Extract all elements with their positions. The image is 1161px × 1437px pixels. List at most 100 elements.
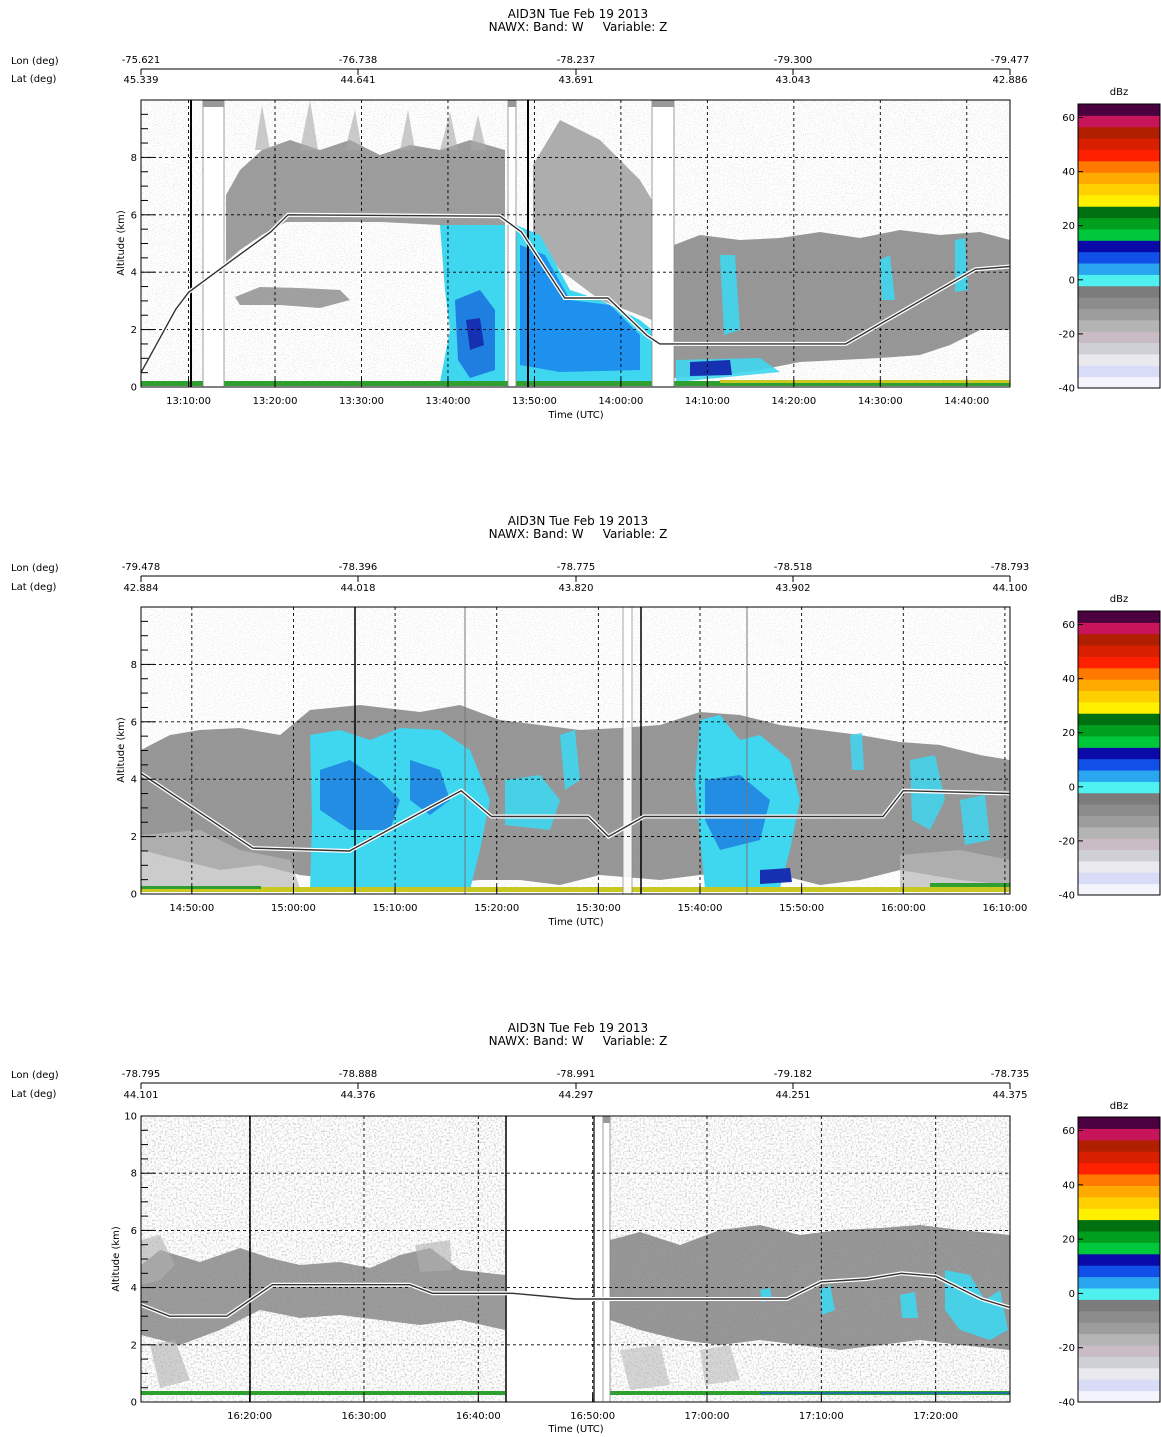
y-tick-label: 6	[131, 1226, 137, 1237]
panel-2-echo-cyan-east	[850, 733, 990, 845]
panel-3-echo-lightgray-east	[620, 1345, 740, 1390]
colorbar-swatch	[1078, 1242, 1160, 1255]
colorbar-frame	[1077, 103, 1161, 389]
panel-3-colorbar-label: dBz	[1110, 1101, 1128, 1112]
x-tick-label: 16:40:00	[456, 1411, 501, 1422]
x-tick-label: 13:40:00	[425, 396, 470, 407]
colorbar-swatch	[1078, 633, 1160, 646]
panel-3-echo-gray-west	[141, 1248, 505, 1345]
panel-1-lon-label: Lon (deg)	[11, 56, 59, 67]
colorbar-swatch	[1078, 770, 1160, 782]
colorbar-tick-label: 60	[1062, 1126, 1075, 1137]
colorbar-swatch	[1078, 860, 1160, 873]
panel-1-lon-tick: -79.300	[774, 55, 813, 66]
panel-2-flight-track-outline	[140, 772, 1011, 852]
colorbar-swatch	[1078, 263, 1160, 275]
panel-3-lon-tick: -78.735	[991, 1069, 1030, 1080]
colorbar-swatch	[1078, 1367, 1160, 1380]
colorbar-swatch	[1078, 1174, 1160, 1186]
y-tick-label: 10	[124, 1112, 137, 1123]
panel-2-grid	[141, 607, 1010, 894]
y-tick-label: 0	[131, 1398, 137, 1409]
colorbar-swatch	[1078, 883, 1160, 896]
colorbar-swatch	[1078, 308, 1160, 321]
x-tick-label: 13:20:00	[253, 396, 298, 407]
panel-1-gap-marker	[508, 100, 516, 107]
colorbar-swatch	[1078, 679, 1160, 692]
y-tick-label: 4	[131, 775, 137, 786]
panel-1-echo-gray-midlayer	[235, 287, 350, 308]
x-tick-label: 14:50:00	[169, 903, 214, 914]
x-tick-label: 13:10:00	[166, 396, 211, 407]
colorbar-swatch	[1078, 781, 1160, 794]
panel-2-colorbar-label: dBz	[1110, 594, 1128, 605]
colorbar-tick-label: 20	[1062, 1235, 1075, 1246]
panel-2-lat-label: Lat (deg)	[11, 582, 57, 593]
panel-1-gap	[202, 99, 225, 388]
panel-3-geo-ticks	[140, 1083, 1011, 1089]
colorbar-swatch	[1078, 667, 1160, 680]
panel-2-echo-blue-cell2	[705, 775, 770, 850]
panel-3-lat-tick: 44.101	[124, 1090, 159, 1101]
panel-1-flight-track-outline	[140, 214, 1011, 373]
panel-1-lat-tick: 45.339	[124, 75, 159, 86]
panel-3-lon-tick: -78.888	[339, 1069, 378, 1080]
panel-2-title-line1: AID3N Tue Feb 19 2013	[508, 514, 648, 528]
panel-1-ylabel: Altitude (km)	[116, 210, 127, 276]
colorbar-swatch	[1078, 365, 1160, 378]
y-tick-label: 8	[131, 1169, 137, 1180]
panel-2-echo-darkblue-cell2	[760, 868, 792, 884]
colorbar-swatch	[1078, 1253, 1160, 1266]
colorbar-swatch	[1078, 297, 1160, 309]
colorbar-swatch	[1078, 240, 1160, 253]
panel-2-ylabel: Altitude (km)	[116, 717, 127, 783]
colorbar-tick-label: 20	[1062, 728, 1075, 739]
panel-2-colorbar: 60 40 20 0 -20 -40	[1059, 610, 1161, 902]
colorbar-swatch	[1078, 622, 1160, 635]
panel-1-lon-tick: -79.477	[991, 55, 1030, 66]
panel-2-lat-tick: 44.100	[993, 583, 1028, 594]
colorbar-swatch	[1078, 172, 1160, 185]
panel-1: AID3N Tue Feb 19 2013 NAWX: Band: W Vari…	[11, 7, 1161, 421]
colorbar-swatch	[1078, 149, 1160, 162]
colorbar-tick-label: -20	[1059, 329, 1075, 340]
x-tick-label: 15:40:00	[678, 903, 723, 914]
y-tick-label: 2	[131, 1340, 137, 1351]
panel-3-lon-tick: -78.795	[122, 1069, 161, 1080]
x-tick-label: 15:20:00	[474, 903, 519, 914]
x-tick-label: 14:00:00	[598, 396, 643, 407]
colorbar-swatch	[1078, 115, 1160, 128]
panel-3-lon-tick: -79.182	[774, 1069, 813, 1080]
panel-3-title-line2: NAWX: Band: W Variable: Z	[489, 1034, 668, 1048]
panel-3-lat-tick: 44.375	[993, 1090, 1028, 1101]
colorbar-tick-label: -40	[1059, 891, 1075, 902]
x-tick-label: 14:20:00	[771, 396, 816, 407]
panel-1-y-axis: 0 2 4 6 8	[131, 99, 155, 394]
colorbar-swatch	[1078, 849, 1160, 862]
panel-1-xlabel: Time (UTC)	[547, 410, 603, 421]
colorbar-swatch	[1078, 194, 1160, 207]
x-tick-label: 16:10:00	[982, 903, 1027, 914]
panel-1-gap	[507, 99, 517, 388]
colorbar-tick-label: 40	[1062, 1180, 1075, 1191]
colorbar-swatch	[1078, 724, 1160, 737]
panel-3-x-axis: 16:20:00 16:30:00 16:40:00 16:50:00 17:00:00…	[227, 1394, 958, 1422]
panel-1-echoes	[141, 100, 1010, 386]
x-tick-label: 16:20:00	[227, 1411, 272, 1422]
panel-2-surface-clutter-green	[930, 883, 1010, 887]
panel-1-lat-tick: 43.043	[776, 75, 811, 86]
colorbar-swatch	[1078, 656, 1160, 669]
panel-1-echo-darkblue-seg3	[690, 360, 732, 376]
colorbar-swatch	[1078, 1185, 1160, 1198]
y-tick-label: 6	[131, 210, 137, 221]
panel-1-data-gaps	[190, 99, 675, 388]
panel-2-echo-lightgray	[141, 830, 1010, 888]
x-tick-label: 16:30:00	[342, 1411, 387, 1422]
colorbar-swatch	[1078, 747, 1160, 760]
panel-3-lon-tick: -78.991	[557, 1069, 596, 1080]
colorbar-tick-label: 40	[1062, 674, 1075, 685]
panel-3-xlabel: Time (UTC)	[547, 1424, 603, 1435]
colorbar-tick-label: 60	[1062, 113, 1075, 124]
colorbar-frame	[1077, 610, 1161, 896]
